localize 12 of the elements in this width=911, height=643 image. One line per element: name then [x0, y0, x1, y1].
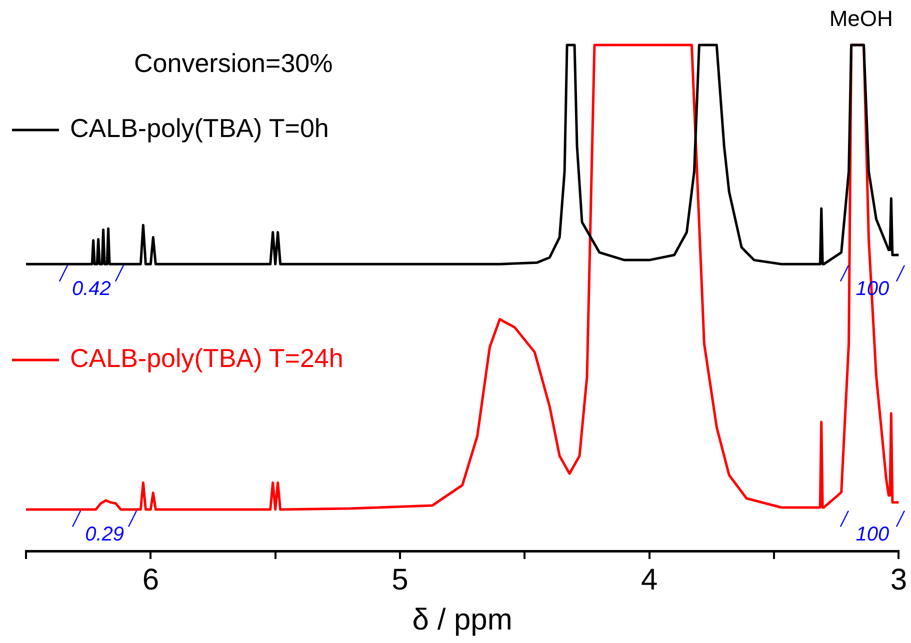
x-tick-label: 4: [640, 563, 658, 596]
annotation: 100: [856, 523, 890, 546]
x-tick-label: 3: [890, 563, 907, 596]
x-axis-title: δ / ppm: [412, 603, 512, 636]
text: MeOH: [829, 6, 893, 32]
legend-label: CALB-poly(TBA) T=24h: [70, 343, 344, 374]
x-tick-label: 5: [392, 563, 408, 596]
legend-label: CALB-poly(TBA) T=0h: [70, 113, 329, 144]
annotation: 0.29: [85, 523, 124, 546]
x-tick-label: 6: [142, 563, 160, 596]
annotation: 0.42: [72, 278, 111, 300]
chart-title: Conversion=30%: [134, 48, 333, 78]
